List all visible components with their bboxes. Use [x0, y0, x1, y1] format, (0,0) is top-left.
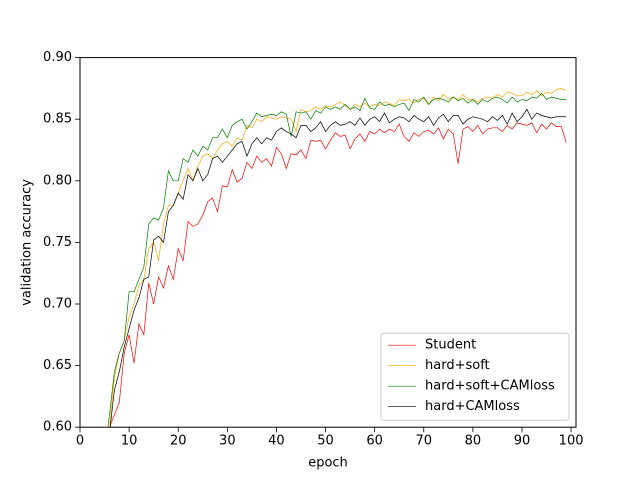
y-axis-label: validation accuracy — [20, 179, 35, 306]
x-tick-label: 100 — [559, 434, 584, 449]
x-tick-label: 40 — [268, 434, 285, 449]
x-tick-label: 50 — [317, 434, 334, 449]
y-tick-label: 0.70 — [43, 297, 72, 312]
y-tick-label: 0.80 — [43, 173, 72, 188]
series-line — [107, 92, 567, 428]
y-tick-label: 0.65 — [43, 358, 72, 373]
series-line — [109, 88, 567, 428]
y-tick-label: 0.75 — [43, 235, 72, 250]
x-tick-label: 80 — [465, 434, 482, 449]
y-tick-label: 0.85 — [43, 112, 72, 127]
x-axis-label: epoch — [308, 456, 348, 471]
x-tick-label: 20 — [170, 434, 187, 449]
y-tick-label: 0.90 — [43, 50, 72, 65]
x-tick-label: 10 — [121, 434, 138, 449]
x-tick-label: 60 — [366, 434, 383, 449]
legend-label: hard+soft — [425, 358, 490, 373]
series-line — [109, 108, 567, 428]
legend-label: Student — [425, 338, 476, 353]
legend: Student hard+soft hard+soft+CAMloss hard+CA… — [380, 332, 570, 421]
y-tick-label: 0.60 — [43, 420, 72, 435]
series-line — [109, 122, 567, 428]
x-tick-label: 0 — [76, 434, 84, 449]
legend-label: hard+CAMloss — [425, 399, 520, 414]
legend-label: hard+soft+CAMloss — [425, 379, 555, 394]
x-tick-label: 70 — [415, 434, 432, 449]
x-tick-label: 90 — [514, 434, 531, 449]
x-tick-label: 30 — [219, 434, 236, 449]
legend-box — [380, 332, 570, 421]
plot-area — [107, 88, 567, 428]
